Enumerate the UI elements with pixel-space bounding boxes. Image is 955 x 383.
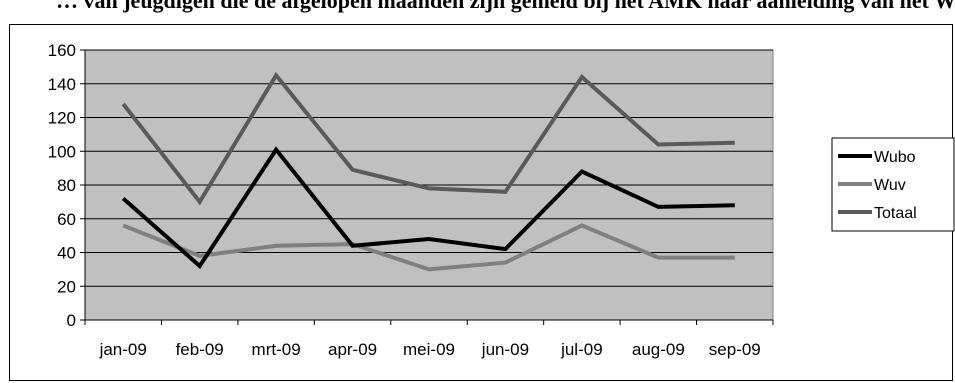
y-tick-label: 140 bbox=[48, 75, 76, 94]
x-tick-label-feb-09: feb-09 bbox=[176, 340, 224, 359]
y-tick-label: 60 bbox=[57, 210, 76, 229]
y-tick-label: 120 bbox=[48, 109, 76, 128]
legend-label-wubo: Wubo bbox=[874, 149, 916, 166]
series-line-wubo bbox=[121, 146, 735, 270]
cropped-heading-strip: … van jeugdigen die de afgelopen maanden… bbox=[0, 0, 955, 20]
series-line-totaal bbox=[121, 71, 735, 206]
series-lines bbox=[121, 71, 735, 272]
x-tick-label-jun-09: jun-09 bbox=[481, 340, 529, 359]
y-tick-label: 100 bbox=[48, 142, 76, 161]
y-tick-label: 0 bbox=[67, 311, 76, 330]
cropped-heading-text: … van jeugdigen die de afgelopen maanden… bbox=[56, 0, 955, 13]
series-line-wuv bbox=[122, 223, 735, 272]
axes: 0 20 40 60 80 100 120 140 160 jan-09 feb-09 mrt-09 a… bbox=[48, 41, 774, 359]
gridlines bbox=[85, 49, 773, 287]
legend-label-totaal: Totaal bbox=[874, 205, 917, 222]
x-tick-label-apr-09: apr-09 bbox=[328, 340, 377, 359]
legend-label-wuv: Wuv bbox=[874, 177, 906, 194]
y-tick-label: 20 bbox=[57, 277, 76, 296]
x-tick-label-mei-09: mei-09 bbox=[403, 340, 455, 359]
y-tick-label: 160 bbox=[48, 41, 76, 60]
legend: Wubo Wuv Totaal bbox=[831, 137, 955, 232]
x-tick-label-aug-09: aug-09 bbox=[632, 340, 685, 359]
x-tick-label-sep-09: sep-09 bbox=[709, 340, 761, 359]
y-tick-label: 40 bbox=[57, 244, 76, 263]
x-tick-label-mrt-09: mrt-09 bbox=[252, 340, 301, 359]
x-tick-label-jan-09: jan-09 bbox=[99, 340, 147, 359]
y-tick-label: 80 bbox=[57, 176, 76, 195]
x-tick-label-jul-09: jul-09 bbox=[560, 340, 603, 359]
